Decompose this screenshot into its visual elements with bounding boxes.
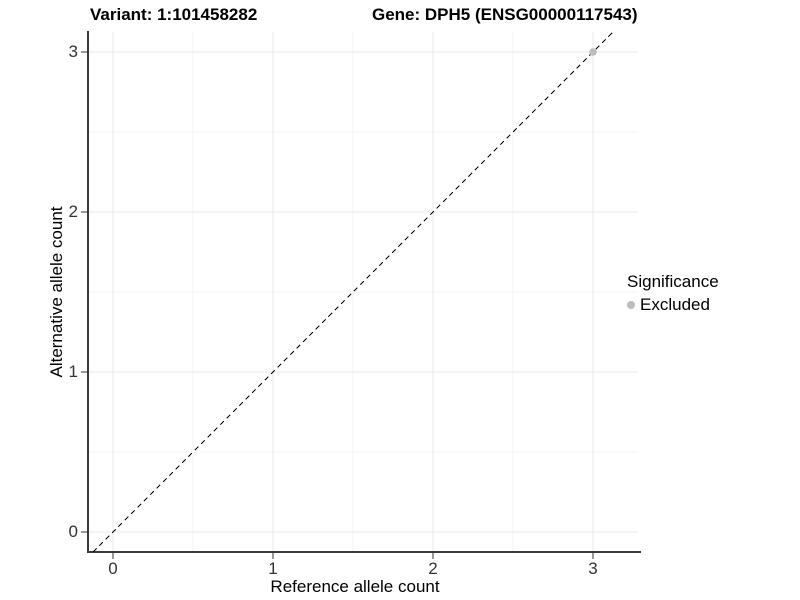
x-axis-title: Reference allele count [270, 577, 440, 596]
data-point [589, 48, 597, 56]
legend-title: Significance [627, 272, 719, 291]
x-tick-label-3: 3 [588, 559, 598, 578]
y-tick-label-3: 3 [68, 42, 78, 61]
axis-lines [87, 31, 641, 553]
x-tick-label-1: 1 [268, 559, 278, 578]
plot-title-gene: Gene: DPH5 (ENSG00000117543) [372, 5, 638, 24]
plot-title-variant: Variant: 1:101458282 [90, 5, 258, 24]
identity-line [92, 31, 614, 553]
legend-item-excluded: Excluded [627, 295, 719, 315]
legend: Significance Excluded [627, 272, 719, 315]
legend-key-dot-icon [627, 301, 635, 309]
x-tick-label-0: 0 [108, 559, 118, 578]
x-tick-label-2: 2 [428, 559, 438, 578]
major-gridlines [88, 32, 638, 552]
y-tick-label-2: 2 [68, 202, 78, 221]
geom-layer [92, 31, 614, 553]
axis-tick-marks [81, 51, 594, 559]
y-tick-label-1: 1 [68, 362, 78, 381]
minor-gridlines [88, 32, 638, 552]
y-tick-label-0: 0 [68, 522, 78, 541]
y-axis-title: Alternative allele count [47, 206, 66, 378]
legend-item-label: Excluded [640, 295, 710, 314]
